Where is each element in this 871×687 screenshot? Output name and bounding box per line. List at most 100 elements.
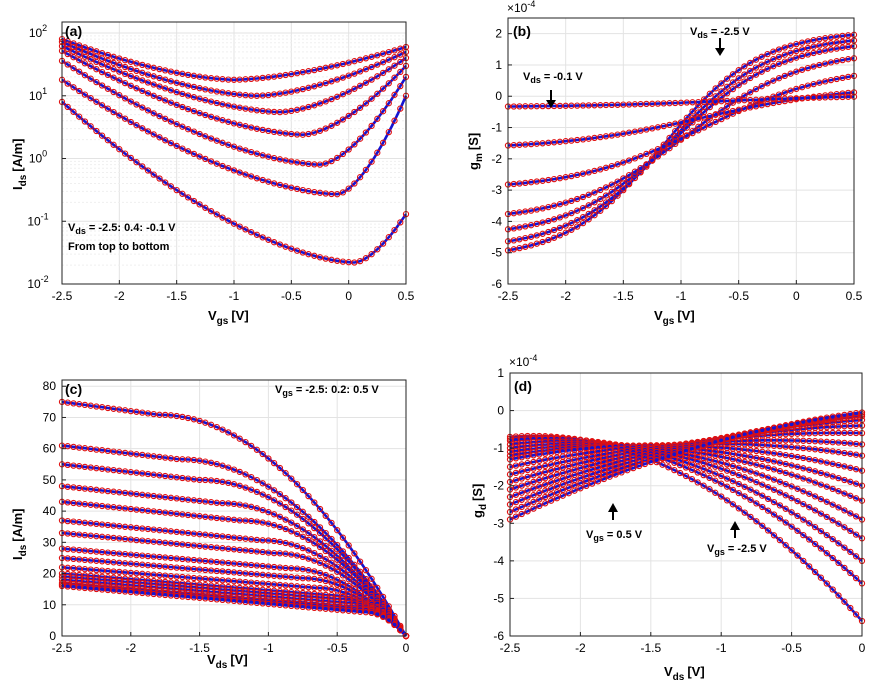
measured-point [253,536,261,544]
measured-point [524,473,531,481]
measured-point [219,214,226,221]
measured-point [787,49,794,56]
measured-point [213,160,220,167]
measured-point [547,497,555,504]
x-tick-label: -1 [676,289,687,303]
measured-point [671,466,678,474]
measured-point [184,541,192,549]
measured-point [723,83,731,90]
measured-point [671,459,678,466]
measured-point [847,450,854,457]
measured-point [219,559,226,566]
measured-point [810,37,817,44]
measured-point [781,89,788,96]
measured-point [150,492,157,500]
measured-point [816,35,823,43]
measured-point [806,520,813,527]
model-fit-line [61,584,407,637]
y-tick-label: 20 [43,567,57,581]
measured-point [823,447,830,454]
measured-point [93,78,100,86]
measured-point [276,464,284,472]
model-fit-line [61,49,407,136]
panel-a-ylabel: Ids[A/m] [10,138,29,190]
measured-point [689,108,696,115]
measured-point [328,63,335,70]
panel-d-annotation-high: Vgs = -2.5 V [707,543,767,557]
measured-point [167,494,175,501]
model-fit-line [509,411,863,521]
measured-point [712,489,719,496]
measured-point [288,245,295,252]
measured-point [270,459,278,467]
measured-point [339,91,347,98]
measured-point [374,611,381,618]
panel-c-xlabel: Vds [V] [207,652,248,671]
measured-point [316,65,324,73]
measured-point [741,452,748,459]
measured-point [660,122,667,130]
measured-point [184,556,192,563]
measured-point [545,203,552,211]
measured-point [625,157,633,164]
measured-point [574,136,581,144]
measured-point [588,445,596,452]
measured-point [770,498,778,506]
measured-point [316,552,324,560]
measured-point [788,495,795,502]
measured-point [512,498,520,506]
measured-point [156,94,163,102]
measured-point [202,133,209,140]
measured-point [676,457,684,464]
measured-point [759,492,766,499]
measured-point [184,126,192,133]
measured-point [811,468,819,475]
measured-point [847,478,854,485]
measured-point [253,599,261,607]
measured-point [741,474,748,481]
measured-point [248,473,255,481]
measured-point [781,51,788,58]
measured-point [788,452,795,460]
measured-point [608,162,615,170]
measured-point [98,404,106,411]
measured-point [835,439,842,446]
measured-point [76,519,83,526]
measured-point [259,506,266,514]
measured-point [516,244,523,252]
measured-point [253,107,261,114]
measured-point [536,451,543,458]
measured-point [339,116,347,123]
measured-point [741,431,748,438]
measured-point [764,449,772,456]
measured-point [64,545,71,553]
measured-point [806,536,813,543]
measured-point [179,145,186,152]
measured-point [817,481,825,488]
measured-point [356,257,364,265]
measured-point [512,469,520,477]
measured-point [116,568,123,576]
measured-point [583,482,590,490]
measured-point [156,74,163,82]
measured-point [133,551,140,559]
measured-point [530,458,537,466]
measured-point [104,105,112,112]
measured-point [536,489,543,497]
measured-point [527,207,535,214]
measured-point [776,489,784,496]
measured-point [852,429,860,437]
measured-point [776,423,784,430]
measured-point [759,522,766,529]
measured-point [299,533,306,540]
measured-point [839,32,846,40]
measured-point [770,77,777,84]
measured-point [282,503,289,511]
measured-point [794,444,801,451]
measured-point [822,78,829,85]
measured-point [516,103,523,110]
measured-point [167,139,175,147]
measured-point [184,496,192,503]
measured-point [219,596,226,604]
